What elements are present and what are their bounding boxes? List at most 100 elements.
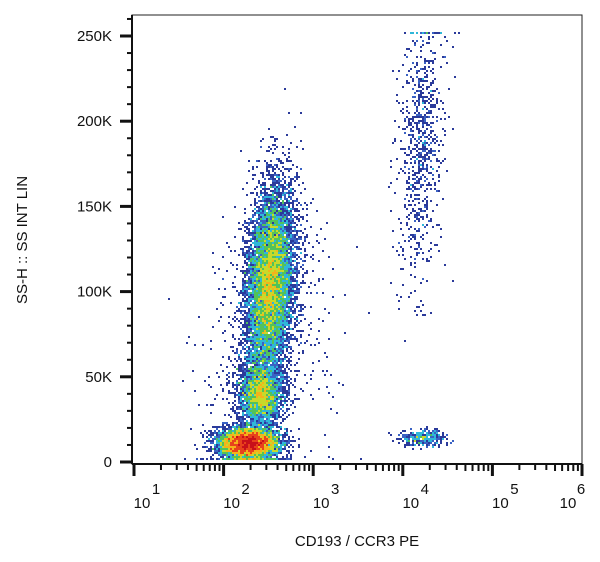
event-cell [288,308,290,310]
event-cell [308,242,310,244]
event-cell [420,56,422,58]
event-cell [244,306,246,308]
event-cell [280,244,282,246]
event-cell [274,352,276,354]
event-cell [418,154,420,156]
event-cell [422,444,424,446]
event-cell [276,408,278,410]
event-cell [422,166,424,168]
event-cell [286,230,288,232]
event-cell [286,246,288,248]
event-cell [284,418,286,420]
event-cell [236,360,238,362]
event-cell [428,442,430,444]
event-cell [288,218,290,220]
event-cell [286,226,288,228]
event-cell [274,284,276,286]
event-cell [426,232,428,234]
event-cell [410,122,412,124]
event-cell [306,220,308,222]
event-cell [282,374,284,376]
event-cell [274,164,276,166]
event-cell [286,356,288,358]
event-cell [266,322,268,324]
event-cell [258,260,260,262]
event-cell [214,436,216,438]
event-cell [250,274,252,276]
event-cell [254,320,256,322]
event-cell [280,274,282,276]
event-cell [420,148,422,150]
event-cell [258,310,260,312]
event-cell [252,304,254,306]
event-cell [242,422,244,424]
event-cell [248,322,250,324]
event-cell [278,372,280,374]
event-cell [240,228,242,230]
event-cell [238,454,240,456]
event-cell [268,388,270,390]
event-cell [216,372,218,374]
event-cell [422,158,424,160]
event-cell [264,362,266,364]
event-cell [416,128,418,130]
event-cell [242,266,244,268]
event-cell [230,428,232,430]
event-cell [248,340,250,342]
event-cell [258,368,260,370]
event-cell [256,272,258,274]
event-cell [418,142,420,144]
event-cell [400,148,402,150]
event-cell [404,446,406,448]
event-cell [430,242,432,244]
event-cell [248,424,250,426]
event-cell [296,330,298,332]
event-cell [278,188,280,190]
event-cell [286,328,288,330]
event-cell [288,386,290,388]
event-cell [426,170,428,172]
event-cell [294,278,296,280]
event-cell [298,284,300,286]
event-cell [248,402,250,404]
event-cell [270,264,272,266]
event-cell [288,236,290,238]
event-cell [430,200,432,202]
event-cell [278,254,280,256]
event-cell [240,452,242,454]
event-cell [250,444,252,446]
event-cell [240,406,242,408]
event-cell [266,256,268,258]
event-cell [274,432,276,434]
event-cell [270,242,272,244]
event-cell [422,32,424,34]
event-cell [234,436,236,438]
event-cell [246,328,248,330]
event-cell [272,248,274,250]
event-cell [226,434,228,436]
event-cell [270,328,272,330]
event-cell [270,360,272,362]
event-cell [414,204,416,206]
event-cell [422,96,424,98]
event-cell [266,336,268,338]
event-cell [256,332,258,334]
event-cell [246,318,248,320]
event-cell [258,284,260,286]
event-cell [276,246,278,248]
event-cell [254,430,256,432]
event-cell [266,270,268,272]
event-cell [260,334,262,336]
event-cell [268,400,270,402]
event-cell [254,376,256,378]
event-cell [280,426,282,428]
event-cell [260,454,262,456]
event-cell [268,306,270,308]
event-cell [214,272,216,274]
event-cell [406,116,408,118]
event-cell [436,204,438,206]
event-cell [234,206,236,208]
event-cell [250,358,252,360]
event-cell [250,284,252,286]
event-cell [252,262,254,264]
